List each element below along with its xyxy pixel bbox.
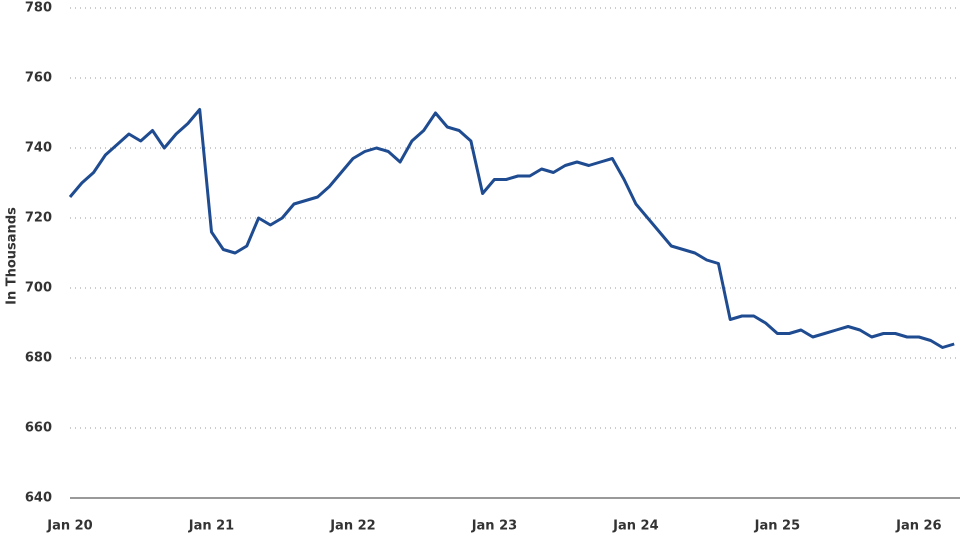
x-tick-label: Jan 23 bbox=[471, 519, 517, 534]
y-tick-label: 660 bbox=[25, 421, 52, 436]
y-tick-label: 780 bbox=[25, 1, 52, 16]
data-line bbox=[68, 108, 955, 349]
y-tick-label: 700 bbox=[25, 281, 52, 296]
y-tick-label: 740 bbox=[25, 141, 52, 156]
y-axis-label: In Thousands bbox=[5, 207, 20, 305]
x-tick-label: Jan 21 bbox=[188, 519, 234, 534]
x-tick-label: Jan 25 bbox=[754, 519, 800, 534]
y-tick-label: 680 bbox=[25, 351, 52, 366]
y-tick-label: 640 bbox=[25, 491, 52, 506]
x-tick-label: Jan 24 bbox=[612, 519, 658, 534]
x-tick-label: Jan 22 bbox=[329, 519, 375, 534]
y-tick-label: 720 bbox=[25, 211, 52, 226]
x-tick-label: Jan 26 bbox=[895, 519, 941, 534]
y-tick-label: 760 bbox=[25, 71, 52, 86]
x-tick-label: Jan 20 bbox=[46, 519, 92, 534]
